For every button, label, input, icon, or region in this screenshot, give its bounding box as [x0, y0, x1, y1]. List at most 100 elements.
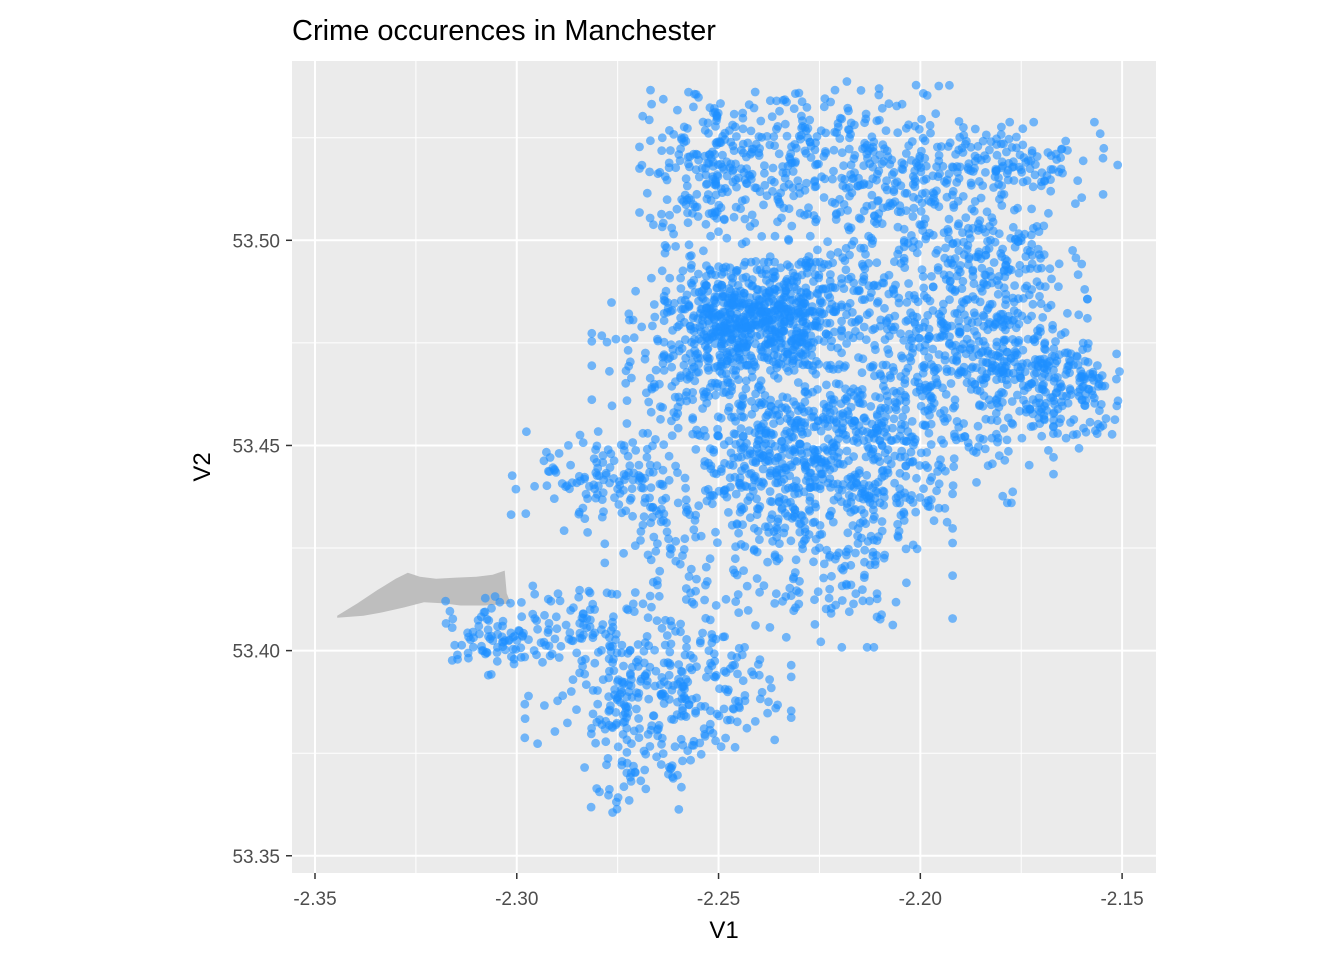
data-point: [756, 116, 766, 126]
data-point: [729, 212, 739, 222]
data-point: [1018, 345, 1028, 355]
data-point: [893, 207, 903, 217]
data-point: [978, 224, 988, 234]
data-point: [827, 336, 836, 345]
data-point: [583, 528, 592, 537]
data-point: [720, 307, 729, 317]
data-point: [1078, 156, 1088, 166]
data-point: [762, 191, 772, 201]
data-point: [925, 392, 934, 401]
data-point: [923, 310, 933, 320]
data-point: [827, 571, 836, 581]
data-point: [979, 435, 988, 444]
data-point: [968, 223, 978, 233]
data-point: [1007, 397, 1017, 406]
data-point: [897, 158, 907, 168]
data-point: [919, 176, 929, 185]
data-point: [753, 420, 762, 430]
data-point: [763, 557, 772, 567]
data-point: [915, 493, 925, 502]
data-point: [673, 409, 683, 418]
data-point: [1018, 140, 1028, 150]
data-point: [650, 382, 660, 392]
data-point: [829, 166, 838, 176]
data-point: [816, 637, 826, 647]
data-point: [740, 691, 750, 700]
data-point: [1099, 143, 1109, 153]
data-point: [717, 344, 727, 353]
data-point: [1014, 338, 1023, 348]
data-point: [671, 377, 680, 387]
data-point: [958, 276, 968, 286]
data-point: [950, 429, 959, 439]
data-point: [695, 431, 705, 440]
data-point: [699, 246, 708, 256]
data-point: [1074, 443, 1084, 453]
data-point: [925, 120, 935, 130]
data-point: [715, 366, 725, 376]
data-point: [754, 398, 764, 408]
data-point: [790, 568, 800, 577]
data-point: [561, 620, 571, 630]
data-point: [1029, 335, 1038, 345]
data-point: [805, 506, 815, 516]
data-point: [473, 615, 483, 625]
data-point: [904, 279, 913, 288]
data-point: [811, 160, 820, 170]
data-point: [986, 400, 996, 410]
data-point: [810, 620, 820, 629]
data-point: [710, 150, 719, 159]
data-point: [844, 274, 853, 284]
data-point: [721, 733, 730, 743]
data-point: [765, 96, 775, 106]
data-point: [731, 489, 741, 499]
x-tick-label: -2.20: [899, 889, 942, 910]
data-point: [965, 345, 975, 355]
data-points: [441, 77, 1124, 817]
data-point: [980, 151, 989, 161]
data-point: [739, 431, 748, 441]
data-point: [623, 451, 633, 461]
data-point: [475, 629, 484, 639]
data-point: [716, 184, 726, 194]
data-point: [790, 512, 800, 522]
data-point: [659, 366, 669, 375]
data-point: [898, 353, 907, 363]
data-point: [859, 573, 869, 582]
data-point: [952, 352, 962, 361]
data-point: [655, 566, 665, 576]
data-point: [934, 503, 944, 513]
data-point: [954, 174, 964, 183]
data-point: [681, 675, 691, 684]
data-point: [732, 132, 741, 141]
data-point: [867, 190, 877, 200]
data-point: [1047, 274, 1056, 284]
data-point: [735, 473, 745, 483]
data-point: [681, 495, 691, 505]
data-point: [617, 757, 627, 766]
data-point: [1095, 129, 1105, 139]
data-point: [838, 565, 848, 575]
data-point: [648, 321, 657, 331]
data-point: [1051, 149, 1061, 159]
data-point: [857, 533, 866, 543]
data-point: [987, 213, 997, 223]
data-point: [867, 132, 877, 142]
data-point: [850, 120, 859, 130]
data-point: [532, 616, 541, 625]
data-point: [624, 796, 634, 805]
data-point: [926, 419, 936, 429]
data-point: [719, 704, 729, 714]
data-point: [441, 596, 450, 606]
data-point: [936, 332, 945, 342]
data-point: [948, 481, 958, 490]
data-point: [747, 409, 757, 419]
data-point: [911, 507, 921, 517]
data-point: [856, 214, 866, 224]
data-point: [821, 329, 831, 339]
data-point: [793, 333, 803, 343]
data-point: [825, 276, 835, 286]
data-point: [701, 580, 710, 590]
data-point: [827, 439, 837, 449]
data-point: [928, 171, 938, 181]
